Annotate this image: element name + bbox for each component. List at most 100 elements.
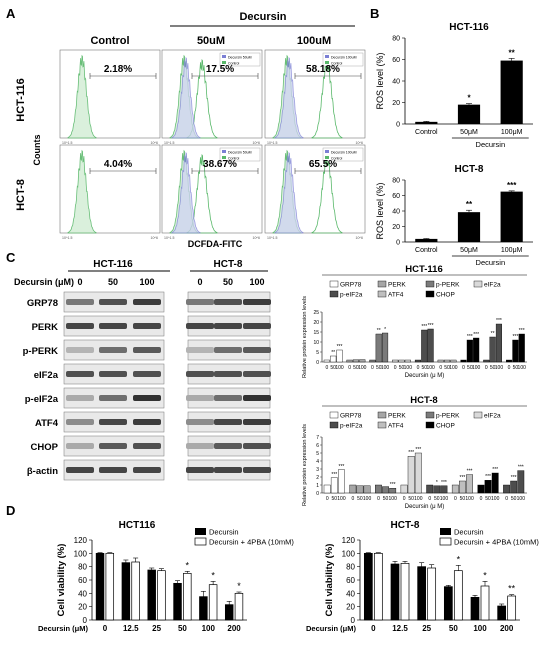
blot-band [214, 371, 242, 377]
flow-legend-box [219, 52, 261, 67]
protein-bar [346, 359, 353, 363]
protein-significance: ** [377, 328, 381, 334]
protein-dose-label: 0 [439, 365, 442, 371]
protein-y-tick-label: 20 [313, 320, 319, 326]
blot-band [99, 467, 127, 473]
blot-band [133, 299, 161, 305]
protein-dose-label: 0 [505, 496, 508, 502]
viability-legend-label: Decursin [454, 528, 484, 537]
protein-significance: *** [339, 464, 345, 470]
blot-band [186, 371, 214, 377]
protein-dose-label: 100 [426, 365, 435, 371]
protein-bar [382, 486, 389, 494]
viability-bar [497, 605, 507, 621]
flow-x-tick-label: 10^6 [356, 141, 364, 145]
ros-category-label: 50μM [460, 129, 478, 136]
protein-bar [382, 332, 389, 363]
protein-dose-label: 50 [332, 496, 338, 502]
protein-bar [451, 484, 459, 494]
protein-significance: *** [460, 475, 466, 481]
viability-chart-title: HCT-8 [391, 520, 420, 531]
viability-bar [183, 572, 192, 621]
flow-legend-box [322, 147, 364, 162]
blot-protein-label: CHOP [31, 442, 59, 453]
protein-legend-swatch [377, 280, 387, 288]
protein-dose-label: 100 [389, 496, 398, 502]
protein-y-tick-label: 7 [316, 435, 319, 441]
viability-bar [147, 569, 156, 621]
protein-legend-swatch [329, 290, 339, 298]
protein-y-tick-label: 15 [313, 330, 319, 336]
flow-legend-swatch [325, 55, 329, 58]
protein-legend-swatch [377, 290, 387, 298]
ros-y-tick-label: 0 [396, 122, 400, 129]
protein-dose-label: 0 [508, 365, 511, 371]
protein-y-axis-label: Relative protein expression levels [302, 296, 308, 378]
protein-dose-label: 100 [358, 365, 367, 371]
flow-legend-treated-label: Decursin 100uM [331, 56, 357, 60]
protein-legend-swatch [473, 280, 483, 288]
protein-significance: *** [390, 482, 396, 488]
viability-significance: * [457, 554, 461, 564]
flow-legend-control-label: Control [331, 62, 343, 66]
flow-legend-control-label: Control [228, 157, 240, 161]
protein-y-axis-label: Relative protein expression levels [302, 424, 308, 506]
protein-bar [503, 484, 510, 494]
viability-bar [224, 604, 234, 621]
blot-band [66, 299, 94, 305]
protein-dose-label: 50 [383, 496, 389, 502]
protein-legend-label: ATF4 [388, 292, 404, 299]
protein-dose-label: 100 [491, 496, 500, 502]
protein-dose-label: 50 [422, 365, 428, 371]
flow-row-label-hct8: HCT-8 [15, 179, 27, 211]
viability-bar [234, 592, 244, 621]
panel-letter-b: B [370, 6, 379, 21]
viability-y-tick-label: 100 [342, 549, 356, 558]
viability-category-label: 0 [103, 624, 108, 633]
blot-dose-tick: 0 [197, 277, 202, 287]
protein-y-tick-label: 25 [313, 310, 319, 316]
protein-bar [414, 359, 422, 363]
blot-band [133, 395, 161, 401]
protein-legend-swatch [377, 411, 387, 419]
viability-bar [373, 552, 383, 621]
protein-legend-label: ATF4 [388, 423, 404, 430]
viability-y-tick-label: 40 [78, 589, 87, 598]
protein-bar [363, 485, 371, 494]
protein-bar [323, 359, 330, 363]
protein-significance: *** [512, 334, 518, 340]
protein-bar [512, 339, 519, 363]
protein-significance: ** [491, 331, 495, 337]
protein-bar [427, 328, 434, 363]
viability-category-label: 0 [371, 624, 376, 633]
protein-bar [506, 359, 513, 363]
viability-bar [199, 596, 208, 621]
flow-control-peak [67, 149, 97, 234]
viability-y-tick-label: 0 [351, 616, 356, 625]
protein-dose-label: 50 [490, 365, 496, 371]
flow-legend-treated-label: Decursin 100uM [331, 151, 357, 155]
ros-group-label: Decursin [476, 258, 506, 267]
flow-col-header-50: 50uM [197, 35, 225, 47]
protein-bar [450, 359, 457, 363]
blot-band [133, 467, 161, 473]
viability-bar [443, 586, 453, 621]
protein-legend-label: p-eIF2a [340, 423, 363, 430]
blot-header-hct8: HCT-8 [214, 259, 243, 270]
blot-protein-label: β-actin [27, 466, 58, 477]
protein-dose-label: 0 [417, 365, 420, 371]
protein-y-tick-label: 10 [313, 340, 319, 346]
flow-x-tick-label: 10^1.5 [62, 236, 72, 240]
protein-dose-label: 50 [444, 365, 450, 371]
viability-category-label: 200 [227, 624, 241, 633]
viability-y-tick-label: 120 [342, 536, 356, 545]
protein-y-tick-label: 0 [316, 491, 319, 497]
flow-treated-peak [171, 56, 201, 139]
protein-legend-swatch [425, 421, 435, 429]
protein-bar [518, 333, 525, 363]
blot-protein-label: p-PERK [23, 346, 59, 357]
flow-legend-swatch [222, 55, 226, 58]
protein-significance: *** [467, 334, 473, 340]
ros-bar [415, 238, 438, 242]
blot-band [214, 323, 242, 329]
